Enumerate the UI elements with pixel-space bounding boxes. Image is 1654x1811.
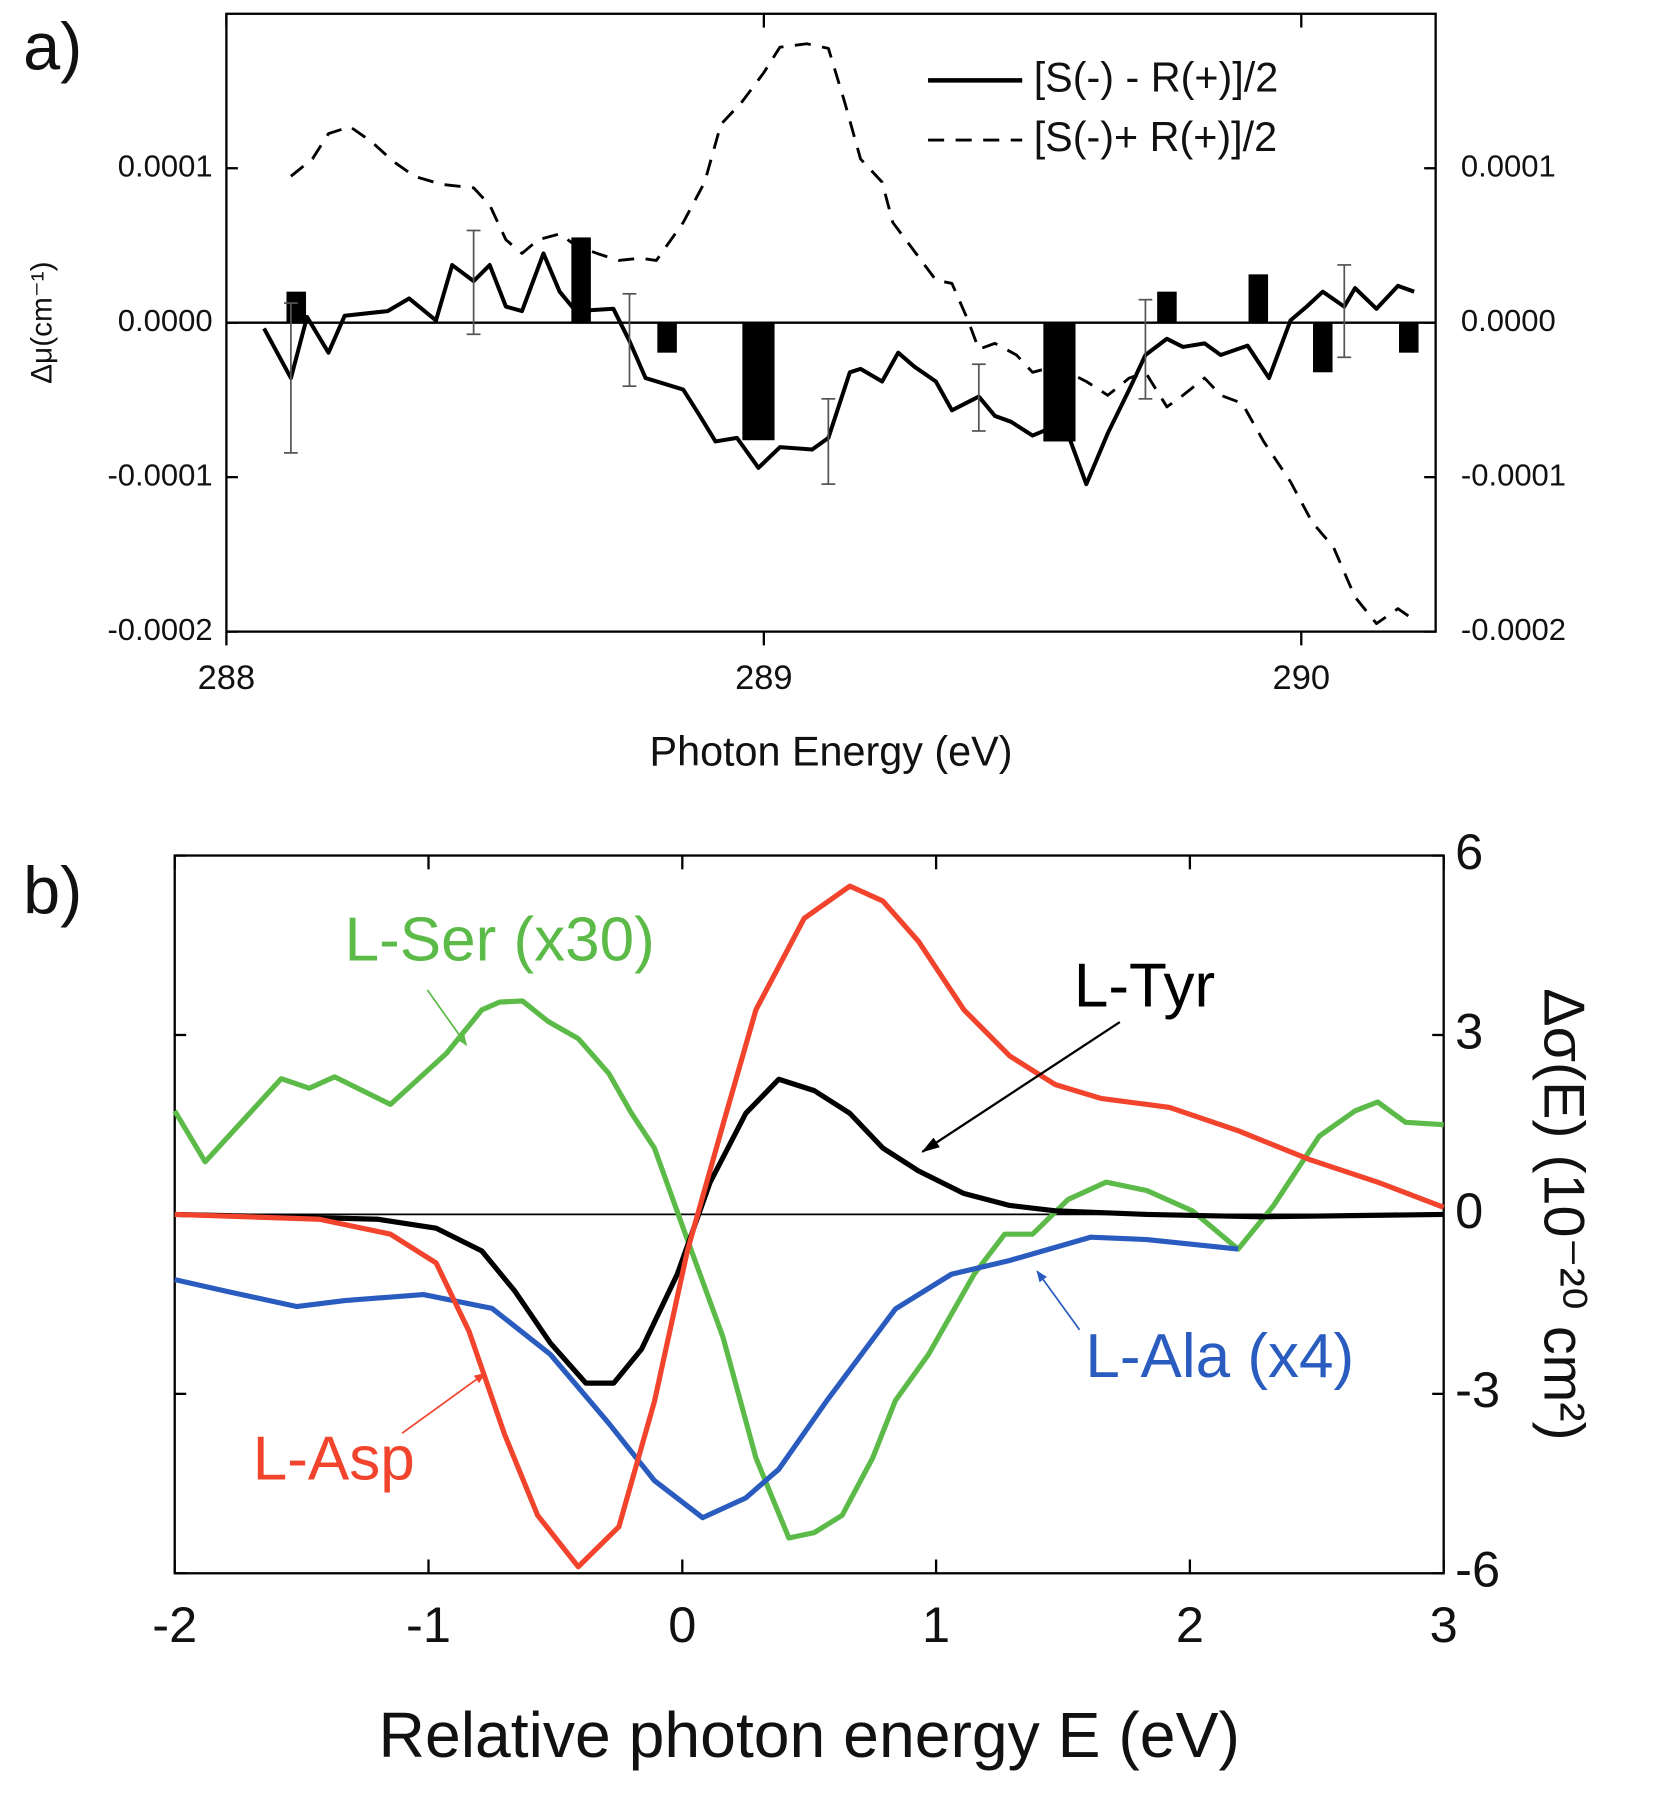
series-label: L-Ser (x30) xyxy=(345,905,655,974)
series-label: L-Ala (x4) xyxy=(1085,1322,1354,1391)
panel-label: a) xyxy=(23,10,82,84)
y-tick-label: -0.0001 xyxy=(1461,457,1566,492)
x-tick-label: 2 xyxy=(1176,1596,1204,1653)
legend-label: [S(-) - R(+)]/2 xyxy=(1034,54,1279,100)
x-tick-label: -2 xyxy=(152,1596,197,1653)
y-tick-label: 6 xyxy=(1455,823,1483,880)
y-tick-label: 3 xyxy=(1455,1002,1483,1059)
series-line xyxy=(172,998,1444,1541)
y-axis-label: Δμ(cm⁻¹) xyxy=(26,261,59,383)
y-tick-label: 0.0000 xyxy=(1461,303,1556,338)
y-tick-label: 0 xyxy=(1455,1182,1483,1239)
x-tick-label: 1 xyxy=(922,1596,950,1653)
annotation-arrow xyxy=(426,989,468,1046)
series-line xyxy=(174,883,1445,1570)
bar xyxy=(742,322,775,441)
plot-frame xyxy=(225,12,1437,633)
annotation-arrow xyxy=(921,1021,1121,1153)
y-tick-label: 0.0000 xyxy=(118,303,213,338)
bar xyxy=(1399,322,1419,353)
y-tick-label: 0.0001 xyxy=(1461,148,1556,183)
annotation-arrow xyxy=(1036,1270,1081,1331)
bar xyxy=(1248,274,1269,323)
x-tick-label: 3 xyxy=(1430,1596,1458,1653)
bar xyxy=(286,291,307,323)
bar xyxy=(1157,291,1177,323)
series-label: L-Asp xyxy=(253,1424,415,1493)
x-axis-label: Relative photon energy E (eV) xyxy=(379,1699,1240,1771)
y-tick-label: -0.0002 xyxy=(1461,612,1566,647)
bar xyxy=(571,237,591,323)
y-tick-label: -6 xyxy=(1455,1541,1500,1598)
y-tick-label: -0.0002 xyxy=(107,612,212,647)
bar xyxy=(1043,322,1076,442)
x-tick-label: 0 xyxy=(668,1596,696,1653)
series-line xyxy=(174,1076,1444,1386)
x-tick-label: 289 xyxy=(735,659,792,697)
x-tick-label: 288 xyxy=(198,659,255,697)
series-line xyxy=(262,251,1415,487)
y-tick-label: -0.0001 xyxy=(107,457,212,492)
series-label: L-Tyr xyxy=(1074,951,1215,1020)
panel-label: b) xyxy=(23,854,82,928)
y-tick-label: -3 xyxy=(1455,1361,1500,1418)
plot: b) -6 -3 0 3 6 -2 -1 0 1 2 3 Relative photon energy … xyxy=(23,823,1595,1771)
y-axis-label: Δσ(E) (10⁻²⁰ cm²) xyxy=(1531,988,1595,1440)
y-tick-label: 0.0001 xyxy=(118,148,213,183)
bar xyxy=(657,322,677,353)
plot: a) -0.0002 -0.0002 -0.0001 -0.0001 0.0000 0.00… xyxy=(23,10,1566,774)
annotation-arrow xyxy=(401,1372,486,1434)
x-axis-label: Photon Energy (eV) xyxy=(650,728,1013,774)
series-line xyxy=(174,1234,1239,1521)
bar xyxy=(1313,322,1333,373)
legend-label: [S(-)+ R(+)]/2 xyxy=(1034,114,1277,160)
x-tick-label: -1 xyxy=(406,1596,451,1653)
series-line xyxy=(290,42,1415,626)
x-tick-label: 290 xyxy=(1273,659,1330,697)
